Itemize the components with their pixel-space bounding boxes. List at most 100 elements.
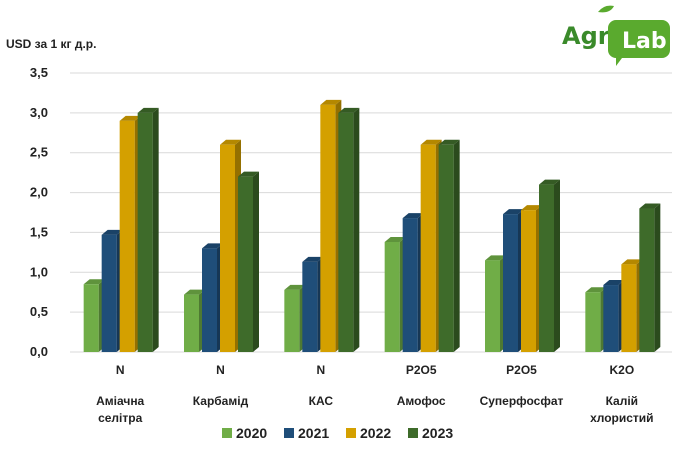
bar-2023-1	[238, 171, 259, 352]
bar-2020-0	[83, 279, 105, 352]
category-nutrient-label: K2O	[609, 363, 634, 377]
bar-2022-0	[119, 115, 141, 352]
bar-front	[284, 289, 300, 352]
legend-swatch	[408, 428, 418, 438]
bar-front	[83, 284, 99, 352]
bar-front	[220, 144, 235, 352]
bar-2021-5	[603, 280, 625, 352]
logo-badge-shape	[608, 20, 670, 66]
agrilab-logo: Agri Lab	[562, 5, 670, 66]
y-tick-label: 0,0	[30, 344, 48, 359]
bar-2023-4	[539, 179, 560, 352]
legend-swatch	[222, 428, 232, 438]
bar-front	[603, 285, 619, 352]
bar-2020-4	[485, 255, 506, 352]
bar-top	[137, 107, 159, 113]
category-name-label: Амофос	[397, 394, 446, 408]
bar-front	[184, 294, 199, 352]
y-tick-label: 2,0	[30, 185, 48, 200]
bar-2021-4	[503, 209, 524, 352]
category-nutrient-label: P2O5	[506, 363, 537, 377]
bar-top	[220, 139, 241, 145]
bar-2022-5	[621, 259, 643, 352]
bar-2022-4	[521, 205, 542, 352]
bar-top	[384, 236, 406, 242]
category-nutrient-label: P2O5	[406, 363, 437, 377]
bar-front	[639, 208, 655, 352]
bar-side	[453, 139, 460, 352]
bar-top	[184, 289, 205, 295]
bar-side	[152, 107, 159, 352]
bar-2020-3	[384, 236, 406, 352]
y-tick-label: 3,5	[30, 65, 48, 80]
bar-2023-0	[137, 107, 159, 352]
bar-2023-3	[438, 139, 460, 352]
bar-side	[554, 179, 560, 352]
y-tick-label: 1,5	[30, 224, 48, 239]
bar-2021-2	[302, 256, 324, 352]
category-name-label: Аміачна	[96, 394, 144, 408]
bar-top	[621, 259, 643, 265]
y-tick-label: 0,5	[30, 304, 48, 319]
bar-top	[420, 139, 442, 145]
bar-front	[238, 176, 253, 352]
category-nutrient-label: N	[316, 363, 325, 377]
bar-front	[202, 248, 217, 352]
bar-front	[521, 210, 536, 352]
bar-top	[119, 115, 141, 121]
category-name-label: Суперфосфат	[480, 394, 564, 408]
bar-top	[101, 229, 123, 235]
bar-top	[402, 213, 424, 219]
bar-front	[384, 241, 400, 352]
bar-front	[585, 292, 601, 352]
bar-front	[438, 144, 454, 352]
legend-label: 2020	[236, 425, 267, 441]
bars	[83, 99, 661, 352]
category-labels: N Аміачна селітра N Карбамід N КАС P2O5 Амофос P2…	[96, 363, 653, 425]
bar-2022-3	[420, 139, 442, 352]
legend-label: 2021	[298, 425, 329, 441]
bar-front	[137, 112, 153, 352]
category-nutrient-label: N	[216, 363, 225, 377]
bar-side	[654, 203, 661, 352]
bar-front	[503, 214, 518, 352]
category-name-label: Карбамід	[193, 394, 249, 408]
legend-swatch	[284, 428, 294, 438]
bar-2021-1	[202, 243, 223, 352]
bar-front	[338, 112, 354, 352]
legend-label: 2023	[422, 425, 453, 441]
bar-2023-2	[338, 107, 360, 352]
bar-2023-5	[639, 203, 661, 352]
legend-swatch	[346, 428, 356, 438]
category-nutrient-label: N	[116, 363, 125, 377]
bar-top	[238, 171, 259, 177]
bar-2020-1	[184, 289, 205, 352]
bar-side	[353, 107, 360, 352]
bar-2022-1	[220, 139, 241, 352]
bar-front	[101, 234, 117, 352]
bar-top	[539, 179, 560, 185]
bar-front	[302, 261, 318, 352]
bar-front	[621, 264, 637, 352]
bar-top	[585, 287, 607, 293]
bar-top	[485, 255, 506, 261]
y-tick-label: 2,5	[30, 145, 48, 160]
category-name-label: КАС	[309, 394, 334, 408]
bar-top	[302, 256, 324, 262]
bar-side	[253, 171, 259, 352]
y-tick-label: 3,0	[30, 105, 48, 120]
logo-text-lab: Lab	[622, 29, 667, 54]
bar-front	[420, 144, 436, 352]
bar-top	[639, 203, 661, 209]
y-axis-label: USD за 1 кг д.р.	[6, 37, 96, 51]
bar-2021-0	[101, 229, 123, 352]
y-axis-ticks: 0,0 0,5 1,0 1,5 2,0 2,5 3,0 3,5	[30, 65, 48, 359]
bar-top	[438, 139, 460, 145]
legend: 2020 2021 2022 2023	[222, 425, 453, 441]
bar-top	[603, 280, 625, 286]
bar-top	[284, 284, 306, 290]
bar-front	[539, 184, 554, 352]
category-name-label: селітра	[98, 411, 143, 425]
bar-top	[202, 243, 223, 249]
